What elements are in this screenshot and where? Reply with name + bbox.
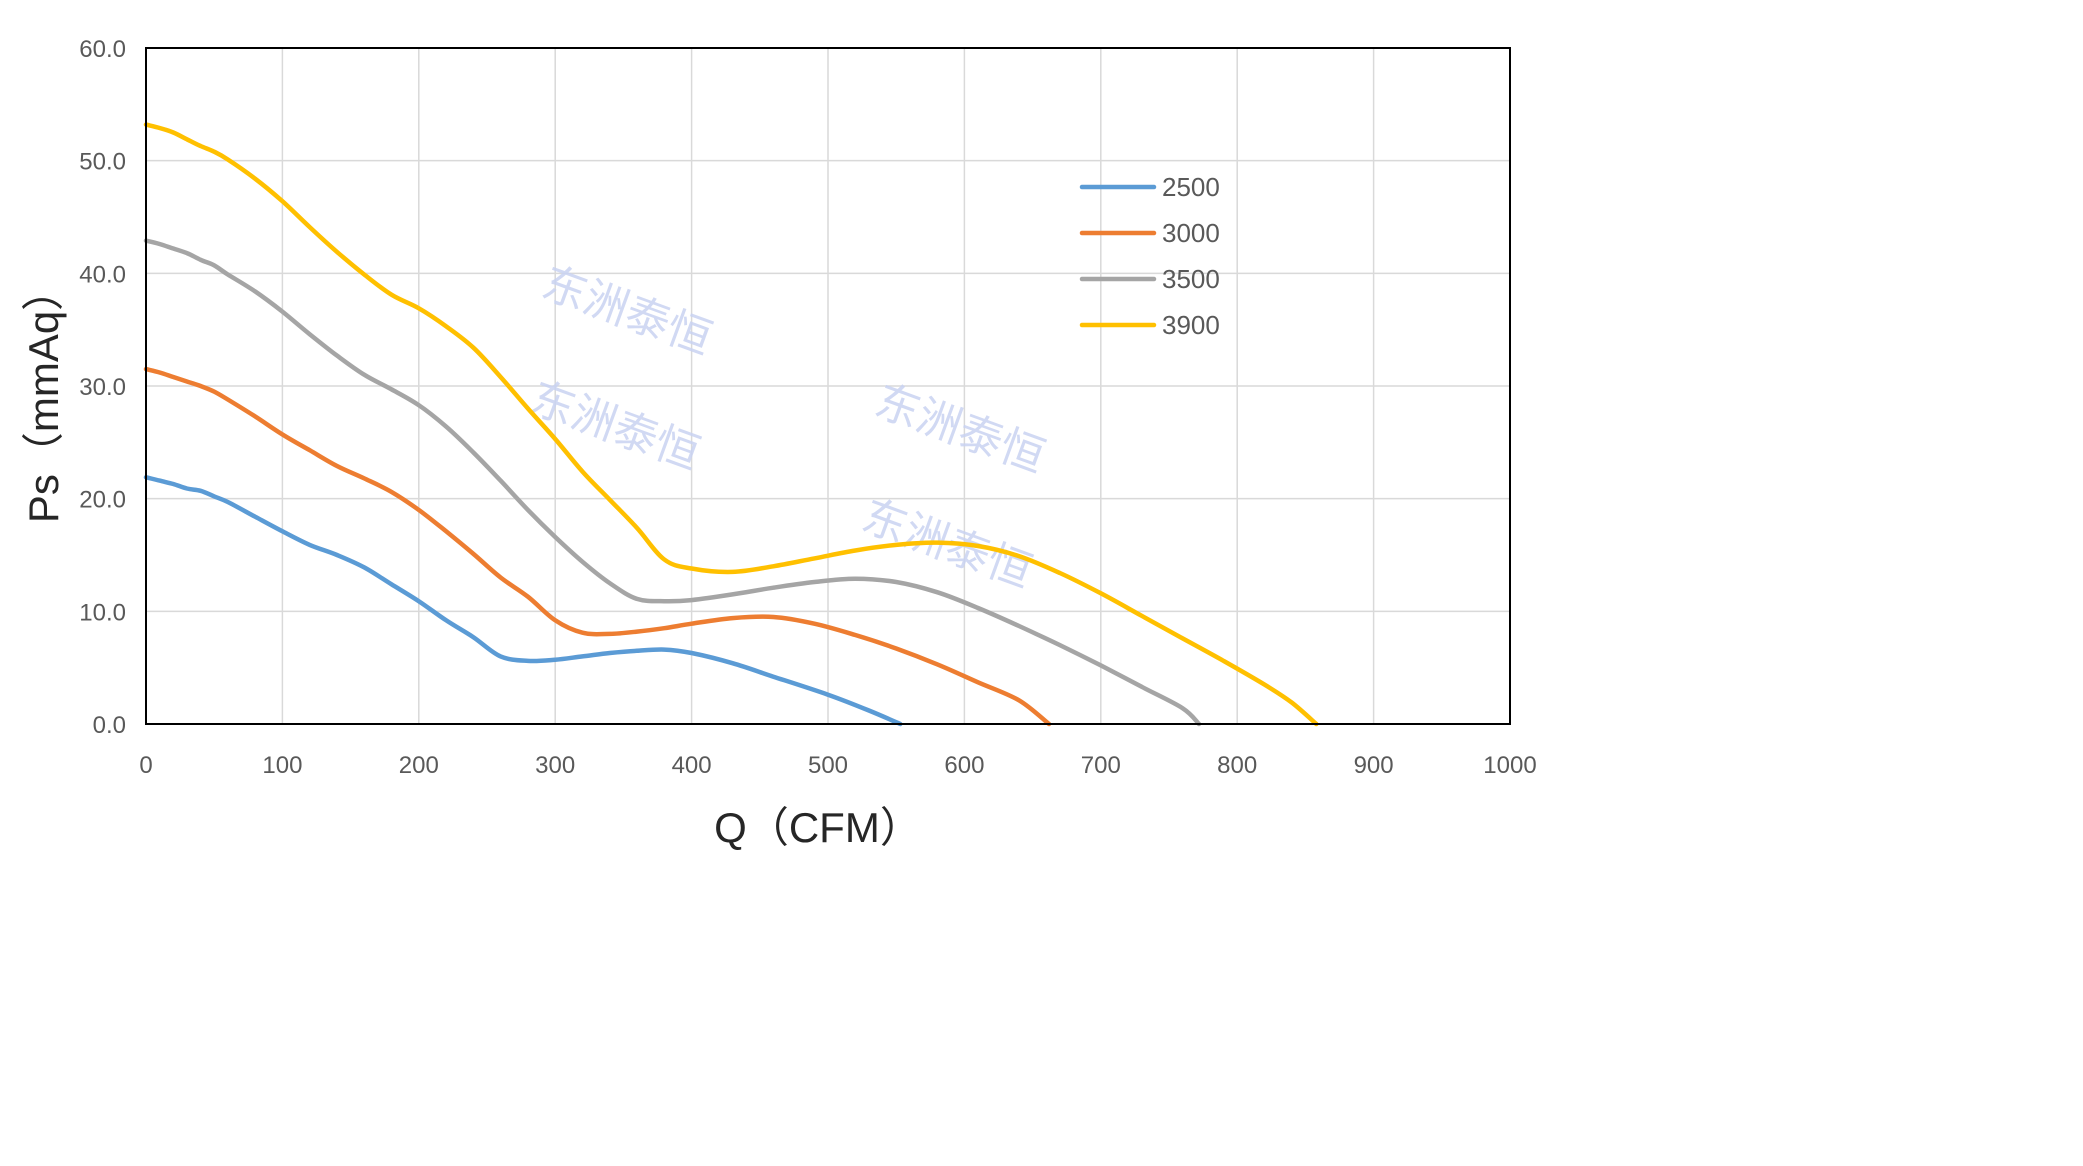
x-tick-label: 600 bbox=[944, 752, 984, 779]
legend-label-3000: 3000 bbox=[1162, 218, 1220, 248]
series-line-3000 bbox=[143, 366, 1052, 727]
x-tick-label: 200 bbox=[399, 752, 439, 779]
y-tick-label: 60.0 bbox=[79, 36, 126, 63]
x-tick-label: 500 bbox=[808, 752, 848, 779]
legend-label-3500: 3500 bbox=[1162, 264, 1220, 294]
y-tick-label: 20.0 bbox=[79, 487, 126, 514]
x-tick-label: 700 bbox=[1081, 752, 1121, 779]
x-axis-title: Q（CFM） bbox=[714, 804, 922, 851]
x-tick-label: 100 bbox=[262, 752, 302, 779]
series-line-3900 bbox=[143, 122, 1319, 727]
gridlines bbox=[146, 48, 1510, 724]
series-lines bbox=[143, 122, 1319, 727]
y-tick-label: 10.0 bbox=[79, 599, 126, 626]
y-tick-label: 40.0 bbox=[79, 261, 126, 288]
series-line-2500 bbox=[143, 475, 903, 727]
x-tick-label: 1000 bbox=[1483, 752, 1536, 779]
y-axis-title: Ps（mmAq） bbox=[20, 269, 67, 523]
y-tick-label: 50.0 bbox=[79, 149, 126, 176]
y-tick-labels: 0.0 10.0 20.0 30.0 40.0 50.0 60.0 bbox=[79, 36, 126, 739]
x-tick-label: 400 bbox=[672, 752, 712, 779]
legend: 2500 3000 3500 3900 bbox=[1079, 172, 1220, 340]
series-line-3500 bbox=[143, 238, 1202, 727]
x-tick-label: 900 bbox=[1354, 752, 1394, 779]
y-tick-label: 30.0 bbox=[79, 374, 126, 401]
plot-area-frame bbox=[145, 47, 1511, 725]
x-tick-label: 300 bbox=[535, 752, 575, 779]
x-tick-label: 0 bbox=[139, 752, 152, 779]
legend-label-2500: 2500 bbox=[1162, 172, 1220, 202]
x-tick-label: 800 bbox=[1217, 752, 1257, 779]
y-tick-label: 0.0 bbox=[93, 712, 126, 739]
x-tick-labels: 0 100 200 300 400 500 600 700 800 900 1000 bbox=[139, 752, 1536, 779]
legend-label-3900: 3900 bbox=[1162, 310, 1220, 340]
chart-background bbox=[0, 0, 1562, 874]
